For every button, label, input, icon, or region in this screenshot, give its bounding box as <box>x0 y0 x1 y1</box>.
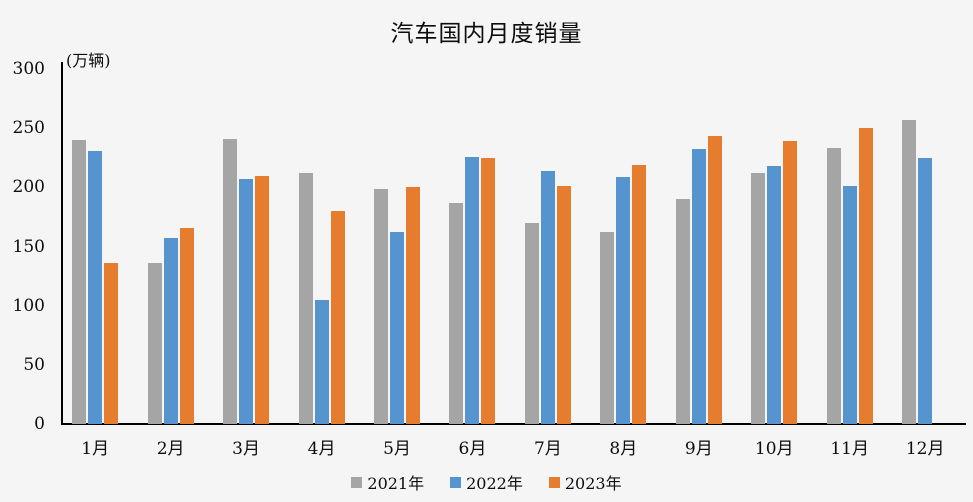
x-axis-tick-label: 8月 <box>609 439 638 459</box>
bar-2021年-9月 <box>675 199 690 424</box>
legend-swatch-icon <box>548 476 560 488</box>
x-axis-line <box>61 423 966 425</box>
y-axis-tick-label: 100 <box>12 295 45 316</box>
x-axis-tick-label: 2月 <box>156 439 185 459</box>
bar-2023年-2月 <box>179 227 194 424</box>
bar-2022年-12月 <box>918 157 933 424</box>
y-axis-tick-label: 300 <box>12 59 45 79</box>
bar-2022年-3月 <box>239 179 254 424</box>
bar-2022年-4月 <box>314 299 329 424</box>
chart-title: 汽车国内月度销量 <box>390 21 583 47</box>
bar-2022年-11月 <box>842 186 857 424</box>
bar-2023年-11月 <box>858 128 873 424</box>
y-axis-tick-label: 50 <box>23 354 45 375</box>
bar-2022年-6月 <box>465 156 480 424</box>
legend-label: 2022年 <box>466 474 523 493</box>
x-axis-tick-label: 5月 <box>383 439 411 459</box>
y-axis-tick-label: 0 <box>34 414 45 434</box>
legend-item-2023年: 2023年 <box>548 470 622 494</box>
bar-2023年-7月 <box>556 186 571 424</box>
bar-2021年-11月 <box>826 148 841 424</box>
y-axis-line <box>61 62 63 424</box>
y-axis-tick-label: 200 <box>12 177 45 198</box>
bar-2022年-2月 <box>163 238 178 424</box>
bar-2022年-8月 <box>616 176 631 424</box>
bar-2021年-3月 <box>223 138 238 424</box>
bar-2021年-6月 <box>449 202 464 424</box>
legend-label: 2021年 <box>367 474 425 493</box>
x-axis-tick-label: 3月 <box>232 439 260 459</box>
legend-item-2021年: 2021年 <box>351 470 424 494</box>
y-axis-unit-label: (万辆) <box>66 51 111 70</box>
bar-2023年-4月 <box>330 211 345 424</box>
x-axis-tick-label: 7月 <box>533 439 562 459</box>
bar-2021年-12月 <box>902 119 917 424</box>
x-axis-tick-label: 12月 <box>905 439 945 459</box>
bar-2023年-6月 <box>481 157 496 424</box>
bar-2021年-7月 <box>524 222 539 424</box>
y-axis-tick-label: 250 <box>12 118 45 139</box>
bar-2023年-8月 <box>632 164 647 424</box>
y-axis-tick-label: 150 <box>12 236 45 257</box>
bar-2022年-1月 <box>88 150 103 424</box>
legend-swatch-icon <box>351 476 363 488</box>
x-axis-tick-label: 10月 <box>754 439 794 459</box>
bar-2022年-5月 <box>390 232 404 424</box>
bar-2022年-9月 <box>691 149 706 424</box>
bar-2023年-1月 <box>104 263 119 424</box>
x-axis-tick-label: 6月 <box>458 439 487 459</box>
legend-swatch-icon <box>450 476 462 488</box>
bar-2023年-3月 <box>255 175 270 424</box>
bar-2021年-10月 <box>751 173 766 424</box>
x-axis-tick-label: 11月 <box>830 439 869 459</box>
bar-2021年-4月 <box>298 173 313 424</box>
bar-2023年-10月 <box>783 141 798 424</box>
x-axis-tick-label: 1月 <box>81 439 110 459</box>
bar-2021年-2月 <box>147 263 162 424</box>
x-axis-tick-label: 9月 <box>684 439 713 459</box>
bar-2021年-1月 <box>72 140 87 424</box>
x-axis-tick-label: 4月 <box>307 439 336 459</box>
bar-2021年-5月 <box>374 188 388 424</box>
legend-label: 2023年 <box>564 474 622 493</box>
bar-2022年-10月 <box>767 166 782 424</box>
bar-2022年-7月 <box>540 170 555 424</box>
bar-2023年-5月 <box>406 187 420 424</box>
legend-item-2022年: 2022年 <box>450 470 523 494</box>
bar-2023年-9月 <box>707 136 722 424</box>
bar-2021年-8月 <box>600 232 615 424</box>
legend: 2021年 2022年 2023年 <box>0 470 973 494</box>
